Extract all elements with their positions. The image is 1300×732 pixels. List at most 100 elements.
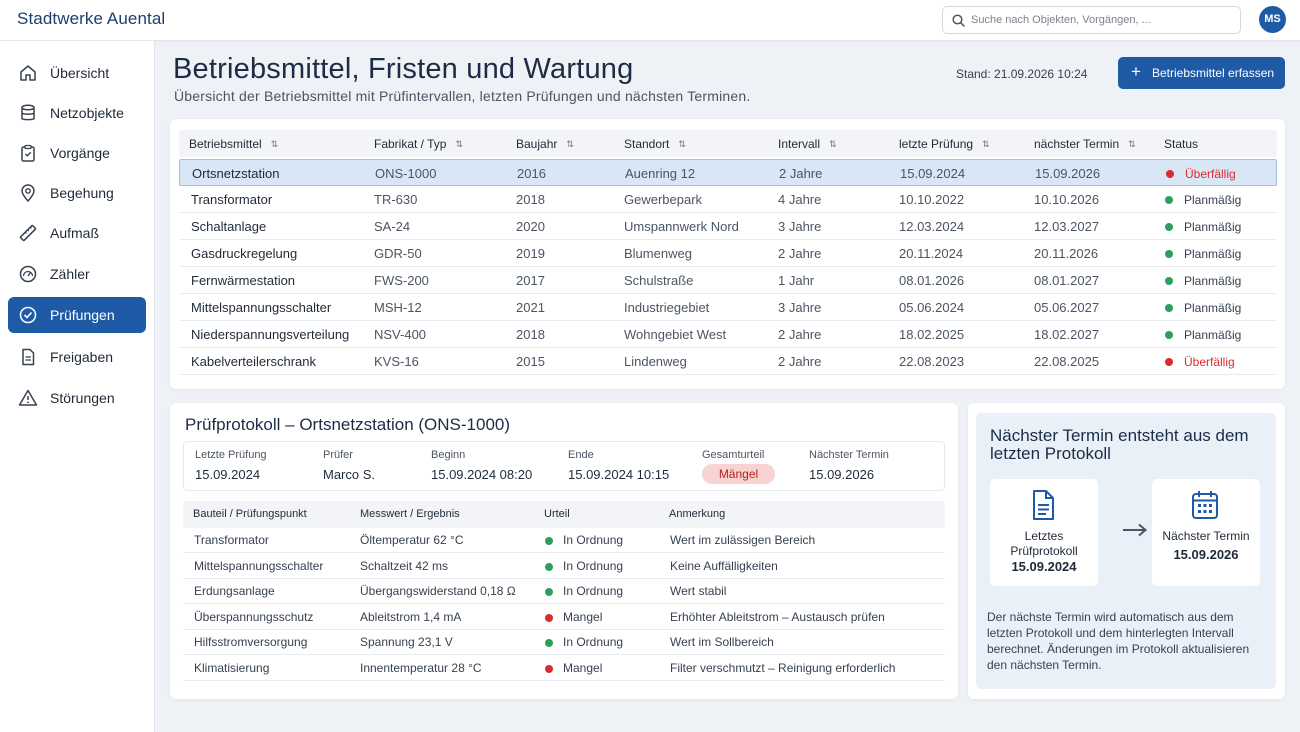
warning-icon [18, 389, 38, 406]
status-dot [1166, 170, 1174, 178]
status-dot [1165, 277, 1173, 285]
protocol-cell-anmerkung: Wert stabil [670, 584, 727, 598]
status-label: Planmäßig [1184, 328, 1242, 342]
column-header-standort[interactable]: Standort ⇅ [624, 137, 686, 151]
sidebar-item-stoerungen[interactable]: Störungen [8, 380, 146, 416]
table-cell-baujahr: 2015 [516, 354, 545, 369]
table-row[interactable]: Schaltanlage SA-24 2020 Umspannwerk Nord 3 J… [179, 213, 1277, 240]
sidebar-item-vorgaenge[interactable]: Vorgänge [8, 135, 146, 171]
table-cell-standort: Wohngebiet West [624, 327, 727, 342]
next-date-box: Nächster Termin 15.09.2026 [1152, 479, 1260, 586]
table-cell-letzte: 18.02.2025 [899, 327, 965, 342]
protocol-cell-bauteil: Mittelspannungsschalter [194, 558, 324, 573]
flow-label: Nächster Termin [1162, 529, 1250, 543]
table-row[interactable]: Mittelspannungsschalter MSH-12 2021 Industr… [179, 294, 1277, 321]
column-header-bauteil: Bauteil / Prüfungspunkt [193, 508, 307, 520]
protocol-row[interactable]: Transformator Öltemperatur 62 °C In Ordnun… [183, 528, 945, 553]
meta-label: Ende [568, 449, 594, 461]
table-cell-naechster: 12.03.2027 [1034, 219, 1100, 234]
table-cell-typ: TR-630 [374, 192, 418, 207]
table-cell-typ: KVS-16 [374, 354, 419, 369]
sort-icon: ⇅ [829, 139, 837, 149]
table-cell-standort: Blumenweg [624, 246, 692, 261]
protocol-row[interactable]: Mittelspannungsschalter Schaltzeit 42 ms I… [183, 554, 945, 579]
table-row[interactable]: Fernwärmestation FWS-200 2017 Schulstraße 1 … [179, 267, 1277, 294]
sidebar-item-begehung[interactable]: Begehung [8, 175, 146, 211]
table-cell-name: Kabelverteilerschrank [191, 354, 317, 369]
status-label: Planmäßig [1184, 220, 1242, 234]
table-cell-standort: Schulstraße [624, 273, 694, 288]
protocol-cell-messwert: Schaltzeit 42 ms [360, 558, 449, 573]
status-label: Überfällig [1185, 167, 1236, 181]
status-label: Planmäßig [1184, 274, 1242, 288]
table-cell-naechster: 15.09.2026 [1035, 166, 1101, 181]
add-betriebsmittel-button[interactable]: + Betriebsmittel erfassen [1118, 57, 1285, 89]
protocol-cell-messwert: Öltemperatur 62 °C [360, 533, 464, 547]
user-avatar[interactable]: MS [1259, 6, 1286, 33]
search-icon [952, 14, 965, 27]
column-header-baujahr[interactable]: Baujahr ⇅ [516, 137, 574, 151]
sort-icon: ⇅ [455, 139, 464, 149]
table-cell-name: Fernwärmestation [191, 273, 296, 288]
sidebar-item-uebersicht[interactable]: Übersicht [8, 55, 146, 91]
status-dot [1165, 358, 1173, 366]
sidebar-item-label: Freigaben [50, 349, 114, 365]
column-header-betriebsmittel[interactable]: Betriebsmittel ⇅ [189, 137, 279, 151]
sidebar-item-pruefungen[interactable]: Prüfungen [8, 297, 146, 333]
column-header-intervall[interactable]: Intervall ⇅ [778, 137, 837, 151]
sort-icon: ⇅ [982, 139, 990, 149]
sidebar-item-label: Begehung [50, 185, 114, 201]
sidebar-item-label: Übersicht [50, 65, 110, 81]
protocol-cell-anmerkung: Keine Auffälligkeiten [670, 558, 778, 573]
plus-icon: + [1131, 62, 1141, 81]
urteil-dot [545, 537, 553, 545]
table-row[interactable]: Gasdruckregelung GDR-50 2019 Blumenweg 2 Jah… [179, 240, 1277, 267]
column-header-status[interactable]: Status [1164, 137, 1199, 151]
table-row[interactable]: Ortsnetzstation ONS-1000 2016 Auenring 12 2 … [179, 159, 1277, 186]
protocol-cell-urteil: In Ordnung [563, 584, 624, 598]
check-circle-icon [19, 306, 37, 324]
protocol-title: Prüfprotokoll – Ortsnetzstation (ONS-100… [185, 415, 511, 434]
sidebar-item-label: Prüfungen [50, 307, 115, 323]
protocol-row[interactable]: Erdungsanlage Übergangswiderstand 0,18 Ω I… [183, 579, 945, 604]
sidebar-item-zaehler[interactable]: Zähler [8, 256, 146, 292]
status-dot [1165, 331, 1173, 339]
status-label: Planmäßig [1184, 247, 1242, 261]
table-cell-standort: Umspannwerk Nord [624, 219, 739, 234]
table-row[interactable]: Kabelverteilerschrank KVS-16 2015 Lindenweg… [179, 348, 1277, 375]
status-dot [1165, 304, 1173, 312]
meta-value: Marco S. [323, 467, 376, 482]
table-row[interactable]: Niederspannungsverteilung NSV-400 2018 Wohn… [179, 321, 1277, 348]
protocol-row[interactable]: Hilfsstromversorgung Spannung 23,1 V In Or… [183, 630, 945, 655]
column-header-anmerkung: Anmerkung [669, 508, 726, 520]
protocol-cell-bauteil: Hilfsstromversorgung [194, 635, 308, 649]
column-header-letzte-pruefung[interactable]: letzte Prüfung ⇅ [899, 137, 990, 151]
column-header-fabrikat[interactable]: Fabrikat / Typ ⇅ [374, 137, 464, 151]
protocol-cell-anmerkung: Erhöhter Ableitstrom – Austausch prüfen [670, 609, 885, 624]
protocol-cell-urteil: Mangel [563, 609, 603, 624]
brand-title[interactable]: Stadtwerke Auental [17, 9, 166, 28]
info-panel: Nächster Termin entsteht aus dem letzten… [976, 413, 1276, 689]
sidebar-item-label: Störungen [50, 390, 115, 406]
table-cell-intervall: 1 Jahr [778, 273, 815, 288]
protocol-row[interactable]: Klimatisierung Innentemperatur 28 °C Mange… [183, 656, 945, 681]
table-cell-name: Ortsnetzstation [192, 166, 280, 181]
table-cell-name: Gasdruckregelung [191, 246, 298, 261]
urteil-dot [545, 588, 553, 596]
column-header-messwert: Messwert / Ergebnis [360, 508, 460, 520]
protocol-row[interactable]: Überspannungsschutz Ableitstrom 1,4 mA Man… [183, 605, 945, 630]
status-dot [1165, 250, 1173, 258]
search-box[interactable] [942, 6, 1241, 34]
ruler-icon [19, 224, 37, 242]
sidebar-item-aufmass[interactable]: Aufmaß [8, 215, 146, 251]
sidebar-item-netzobjekte[interactable]: Netzobjekte [8, 95, 146, 131]
table-cell-typ: ONS-1000 [375, 166, 437, 181]
database-icon [21, 104, 35, 121]
document-icon [22, 348, 35, 366]
search-input[interactable] [971, 11, 1233, 29]
page-title: Betriebsmittel, Fristen und Wartung [173, 53, 634, 85]
column-header-naechster-termin[interactable]: nächster Termin ⇅ [1034, 137, 1136, 151]
sidebar-item-freigaben[interactable]: Freigaben [8, 339, 146, 375]
table-row[interactable]: Transformator TR-630 2018 Gewerbepark 4 Jahr… [179, 186, 1277, 213]
table-cell-naechster: 08.01.2027 [1034, 273, 1100, 288]
